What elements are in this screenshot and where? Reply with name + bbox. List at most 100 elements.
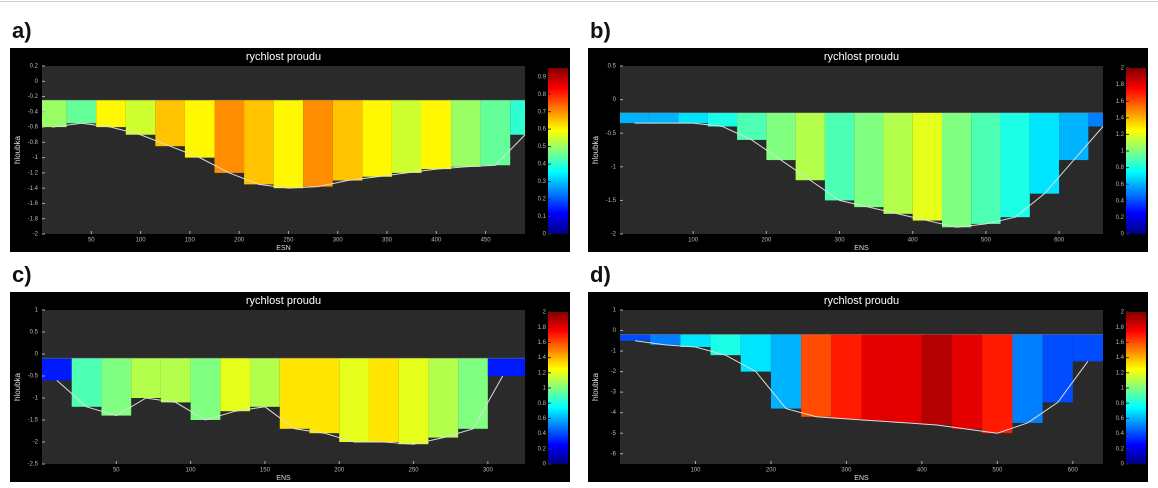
colorbar-tick-label: 1.4 xyxy=(1116,355,1125,361)
y-axis-label: hloubka xyxy=(13,372,22,401)
colorbar-tick-label: 0.2 xyxy=(1116,446,1125,452)
chart-title: rychlost proudu xyxy=(824,295,899,307)
velocity-cell xyxy=(620,113,650,124)
velocity-cell xyxy=(971,113,1001,224)
x-tick-label: 250 xyxy=(283,238,294,244)
y-tick-label: -1.2 xyxy=(28,170,39,176)
x-tick-label: 600 xyxy=(1068,468,1079,474)
colorbar-tick-label: 0 xyxy=(543,232,547,238)
x-axis-label: ENS xyxy=(854,475,869,482)
bottom-line xyxy=(51,122,526,189)
y-tick-label: -0.5 xyxy=(28,374,39,380)
velocity-cell xyxy=(891,334,922,423)
x-tick-label: 100 xyxy=(136,238,147,244)
velocity-cell xyxy=(421,100,452,170)
velocity-cell xyxy=(740,334,771,372)
velocity-cell xyxy=(214,100,245,173)
colorbar-tick-label: 0 xyxy=(543,462,547,468)
velocity-cell xyxy=(710,334,741,356)
velocity-cell xyxy=(273,100,304,189)
colorbar-tick-label: 2 xyxy=(1121,66,1125,72)
y-tick-label: -2 xyxy=(33,440,39,446)
x-tick-label: 200 xyxy=(334,468,345,474)
x-tick-label: 500 xyxy=(992,468,1003,474)
x-tick-label: 250 xyxy=(409,468,420,474)
velocity-cell xyxy=(952,334,983,430)
colorbar-tick-label: 1 xyxy=(1121,149,1125,155)
velocity-cell xyxy=(1072,334,1103,362)
y-tick-label: -0.5 xyxy=(606,131,617,137)
colorbar-tick-label: 0.6 xyxy=(538,127,547,133)
x-tick-label: 50 xyxy=(113,468,120,474)
velocity-cell xyxy=(1088,113,1103,127)
y-tick-label: -0.2 xyxy=(28,94,39,100)
velocity-cell xyxy=(125,100,156,135)
x-tick-label: 350 xyxy=(382,238,393,244)
x-tick-label: 150 xyxy=(260,468,271,474)
colorbar-tick-label: 0.2 xyxy=(1116,215,1125,221)
y-tick-label: -3 xyxy=(611,390,617,396)
velocity-cell xyxy=(854,113,884,208)
velocity-cell xyxy=(707,113,738,127)
x-tick-label: 100 xyxy=(186,468,197,474)
x-tick-label: 300 xyxy=(841,468,852,474)
colorbar-tick-label: 1.2 xyxy=(1116,132,1125,138)
colorbar-tick-label: 0.3 xyxy=(538,179,547,185)
bottom-line xyxy=(634,122,1104,228)
panel: a) rychlost proudu 0.2 0 -0.2 -0.4 -0.6 -0.8 -1 -… xyxy=(10,18,570,252)
y-axis-label: hloubka xyxy=(591,135,600,164)
velocity-cell xyxy=(131,358,161,398)
y-tick-label: -1.6 xyxy=(28,201,39,207)
y-tick-label: -2.5 xyxy=(28,462,39,468)
velocity-cell xyxy=(861,334,892,421)
velocity-cell xyxy=(680,334,711,347)
velocity-cell xyxy=(42,100,67,128)
panel-label: c) xyxy=(12,262,32,287)
colorbar-tick-label: 1.6 xyxy=(1116,99,1125,105)
velocity-cell xyxy=(332,100,363,181)
y-tick-label: -1 xyxy=(33,396,39,402)
x-tick-label: 450 xyxy=(481,238,492,244)
y-tick-label: 0.5 xyxy=(608,64,617,70)
colorbar-tick-label: 0.5 xyxy=(538,144,547,150)
colorbar xyxy=(548,68,568,234)
x-tick-label: 300 xyxy=(333,238,344,244)
velocity-cell xyxy=(921,334,953,425)
velocity-cell xyxy=(309,358,340,434)
y-tick-label: -0.8 xyxy=(28,140,39,146)
velocity-cell xyxy=(279,358,310,429)
velocity-cell xyxy=(795,113,825,181)
velocity-cell xyxy=(42,358,72,381)
colorbar-tick-label: 0.4 xyxy=(1116,431,1125,437)
colorbar xyxy=(548,312,568,464)
velocity-cell xyxy=(190,358,221,420)
y-tick-label: 0.5 xyxy=(30,330,39,336)
velocity-cell xyxy=(678,113,708,124)
x-tick-label: 100 xyxy=(688,238,699,244)
y-tick-label: -1 xyxy=(611,349,617,355)
velocity-cell xyxy=(303,100,333,187)
colorbar-tick-label: 0.8 xyxy=(1116,165,1125,171)
bottom-line xyxy=(635,340,1089,434)
velocity-cell xyxy=(160,358,191,403)
x-axis-label: ENS xyxy=(854,245,869,252)
y-tick-label: 0 xyxy=(613,328,617,334)
colorbar-tick-label: 0 xyxy=(1121,232,1125,238)
velocity-cell xyxy=(96,100,126,128)
x-tick-label: 200 xyxy=(234,238,245,244)
x-tick-label: 400 xyxy=(917,468,928,474)
colorbar-tick-label: 1.4 xyxy=(1116,115,1125,121)
y-tick-label: 0 xyxy=(613,97,617,103)
colorbar-tick-label: 1.8 xyxy=(1116,82,1125,88)
y-tick-label: -1.4 xyxy=(28,186,39,192)
y-tick-label: 0 xyxy=(35,352,39,358)
velocity-cell xyxy=(883,113,913,214)
velocity-cell xyxy=(458,358,488,429)
y-tick-label: -2 xyxy=(611,369,617,375)
colorbar-tick-label: 1 xyxy=(543,386,547,392)
colorbar-tick-label: 1.8 xyxy=(1116,325,1125,331)
y-tick-label: -0.4 xyxy=(28,109,39,115)
x-tick-label: 150 xyxy=(185,238,196,244)
bottom-line xyxy=(56,375,504,445)
colorbar-tick-label: 1 xyxy=(1121,386,1125,392)
